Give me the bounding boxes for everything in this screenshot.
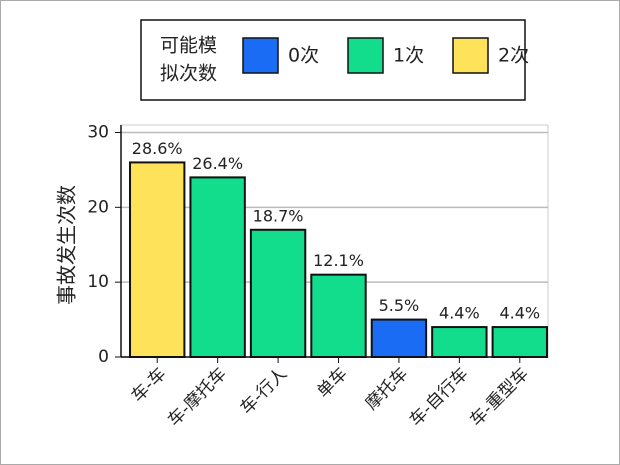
y-tick-label: 0 [98, 347, 109, 367]
bar-label: 26.4% [192, 154, 243, 173]
bar [189, 176, 246, 358]
bar-label: 18.7% [253, 206, 304, 225]
bar-label: 4.4% [499, 304, 540, 323]
bar [491, 326, 548, 358]
legend-swatch [347, 37, 384, 74]
y-tick-label: 30 [87, 122, 109, 142]
bar [431, 326, 488, 358]
bar-label: 5.5% [379, 296, 420, 315]
bar [129, 161, 186, 358]
legend-swatch [242, 37, 279, 74]
bar [370, 318, 428, 359]
y-tick-label: 20 [87, 197, 109, 217]
bar [310, 273, 367, 359]
legend-title: 可能模 [160, 35, 217, 57]
y-tick-label: 10 [87, 272, 109, 292]
bar-label: 4.4% [439, 304, 480, 323]
bar-label: 28.6% [132, 139, 183, 158]
legend-label: 1次 [393, 45, 424, 67]
legend-label: 0次 [288, 45, 319, 67]
legend-title: 拟次数 [160, 63, 217, 85]
legend-swatch [452, 37, 489, 74]
y-axis-label: 事故发生次数 [55, 185, 79, 305]
bar-label: 12.1% [313, 251, 364, 270]
legend-label: 2次 [498, 45, 529, 67]
bar [249, 228, 307, 359]
